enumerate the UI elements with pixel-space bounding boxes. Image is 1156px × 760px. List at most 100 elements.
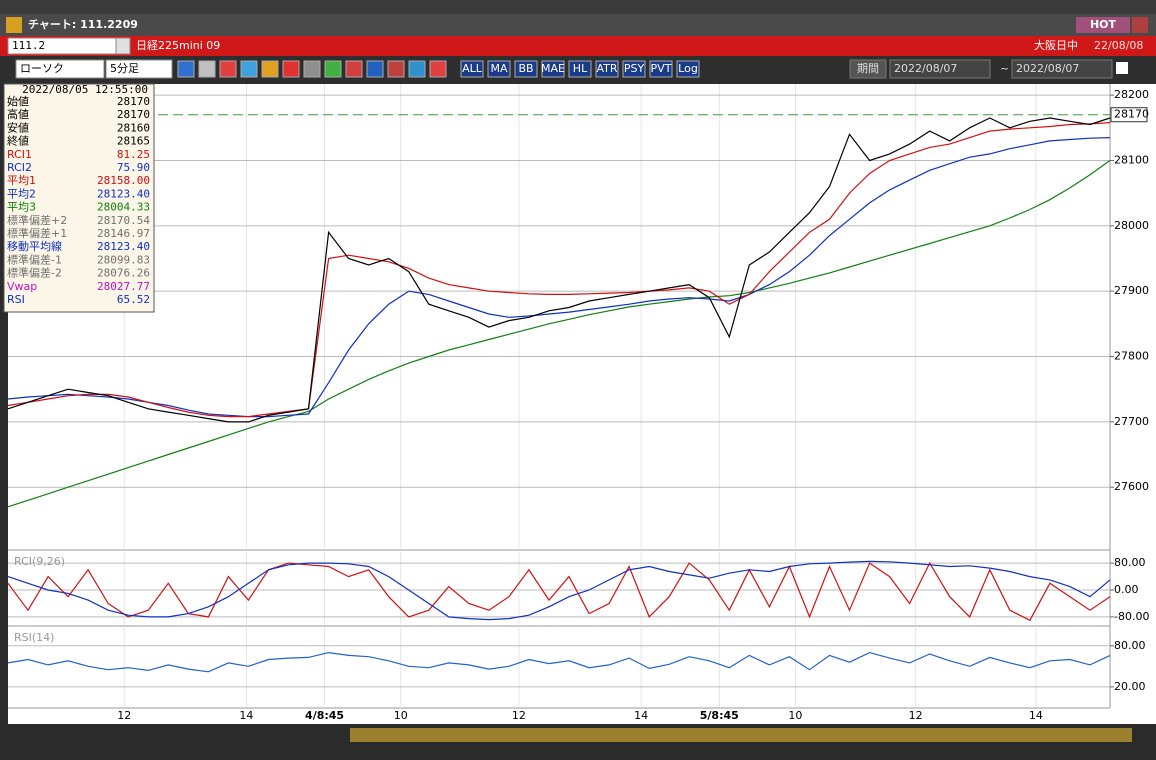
- market-date: 22/08/08: [1094, 39, 1143, 52]
- x-tick-label: 10: [788, 709, 802, 722]
- title-bar-inner: [0, 14, 1156, 36]
- panel-label: RSI(14): [14, 631, 54, 644]
- info-label: 標準偏差+1: [7, 226, 67, 240]
- toolbar-icon[interactable]: [622, 60, 646, 78]
- info-label: 標準偏差-1: [7, 252, 62, 266]
- toolbar-icon[interactable]: [541, 60, 565, 78]
- toolbar-icon-label: Log: [678, 62, 698, 75]
- interval: 5分足: [110, 62, 139, 75]
- toolbar-icon[interactable]: [303, 60, 321, 78]
- toolbar-icon[interactable]: [282, 60, 300, 78]
- toolbar-icon-label: ALL: [462, 62, 483, 75]
- scrollbar-thumb[interactable]: [350, 728, 1132, 742]
- series-line: [7, 651, 1111, 673]
- date-from: 2022/08/07: [894, 62, 957, 75]
- symbol-name: 日経225mini 09: [136, 39, 220, 52]
- info-value: 28027.77: [97, 280, 150, 293]
- y-tick-label: 80.00: [1114, 639, 1146, 652]
- toolbar-icon-label: PVT: [651, 62, 672, 75]
- y-tick-label: 28000: [1114, 219, 1149, 232]
- series-line: [7, 560, 1111, 621]
- y-tick-label: -80.00: [1114, 610, 1149, 623]
- y-tick-label: 27900: [1114, 284, 1149, 297]
- toolbar-icon-label: HL: [573, 62, 588, 75]
- period: 期間: [857, 62, 879, 75]
- toolbar-icon[interactable]: [514, 60, 538, 78]
- toolbar-icon[interactable]: [366, 60, 384, 78]
- toolbar-icon[interactable]: [345, 60, 363, 78]
- info-value: 28170: [117, 95, 150, 108]
- y-tick-label: 28200: [1114, 88, 1149, 101]
- toolbar-icon[interactable]: [387, 60, 405, 78]
- market: 大阪日中: [1034, 38, 1078, 52]
- reference-label: 28170: [1114, 108, 1149, 121]
- info-value: 65.52: [117, 293, 150, 306]
- toolbar-icon[interactable]: [568, 60, 592, 78]
- toolbar-icon-label: PSY: [624, 62, 645, 75]
- y-tick-label: 27700: [1114, 415, 1149, 428]
- info-label: 標準偏差-2: [7, 266, 62, 280]
- info-value: 28099.83: [97, 253, 150, 266]
- y-tick-label: 0.00: [1114, 583, 1139, 596]
- info-timestamp: 2022/08/05 12:55:00: [22, 83, 148, 96]
- chart-style-select[interactable]: [15, 59, 105, 79]
- toolbar-icon[interactable]: [240, 60, 258, 78]
- info-value: 28123.40: [97, 240, 150, 253]
- date-to-field[interactable]: [1011, 59, 1113, 79]
- y-tick-label: 27600: [1114, 480, 1149, 493]
- toolbar-icon[interactable]: [429, 60, 447, 78]
- x-tick-label: 12: [117, 709, 131, 722]
- toolbar-icon[interactable]: [198, 60, 216, 78]
- symbol-dropdown[interactable]: [115, 37, 131, 55]
- x-tick-label: 12: [909, 709, 923, 722]
- info-label: 安値: [7, 121, 29, 134]
- toolbar-icons: ALL MA BB MAE HL ATR PSY PVT Log: [177, 60, 700, 78]
- symbol-code: 111.2: [12, 39, 45, 52]
- toolbar-icon-label: MA: [490, 62, 507, 75]
- x-tick-label: 10: [394, 709, 408, 722]
- toolbar-icon-label: ATR: [596, 62, 617, 75]
- interval-select[interactable]: [105, 59, 173, 79]
- x-tick-label: 14: [634, 709, 648, 722]
- series-line: [7, 137, 1111, 418]
- close-button[interactable]: [1132, 17, 1148, 33]
- toolbar-icon[interactable]: [261, 60, 279, 78]
- info-label: Vwap: [7, 280, 37, 293]
- info-value: 28170.54: [97, 214, 150, 227]
- toolbar-icon[interactable]: [487, 60, 511, 78]
- info-label: RCI2: [7, 161, 32, 174]
- series-line: [7, 160, 1111, 508]
- chart-style: ローソク: [20, 62, 64, 75]
- date-sep: ~: [1000, 62, 1009, 75]
- hot-button[interactable]: [1076, 17, 1130, 33]
- toolbar-icon[interactable]: [676, 60, 700, 78]
- y-tick-label: 27800: [1114, 350, 1149, 363]
- date-from-field[interactable]: [889, 59, 991, 79]
- toolbar-icon[interactable]: [219, 60, 237, 78]
- info-label: 始値: [7, 94, 29, 108]
- checkbox[interactable]: [1116, 62, 1128, 74]
- toolbar-icon[interactable]: [460, 60, 484, 78]
- toolbar-icon[interactable]: [649, 60, 673, 78]
- toolbar-icon-label: MAE: [541, 62, 565, 75]
- info-label: RCI1: [7, 148, 32, 161]
- info-value: 28123.40: [97, 187, 150, 200]
- window-title: チャート: 111.2209: [28, 18, 138, 31]
- y-tick-label: 20.00: [1114, 680, 1146, 693]
- info-label: 平均2: [7, 186, 36, 200]
- x-tick-label: 4/8:45: [305, 709, 344, 722]
- info-label: 移動平均線: [7, 239, 62, 253]
- toolbar-icon[interactable]: [324, 60, 342, 78]
- toolbar-icon[interactable]: [177, 60, 195, 78]
- info-value: 28170: [117, 108, 150, 121]
- symbol-bar: [0, 36, 1156, 56]
- toolbar-icon[interactable]: [408, 60, 426, 78]
- info-label: 平均3: [7, 200, 36, 214]
- period-button[interactable]: [849, 59, 887, 79]
- toolbar-icon[interactable]: [595, 60, 619, 78]
- info-value: 28160: [117, 121, 150, 134]
- info-label: RSI: [7, 293, 25, 306]
